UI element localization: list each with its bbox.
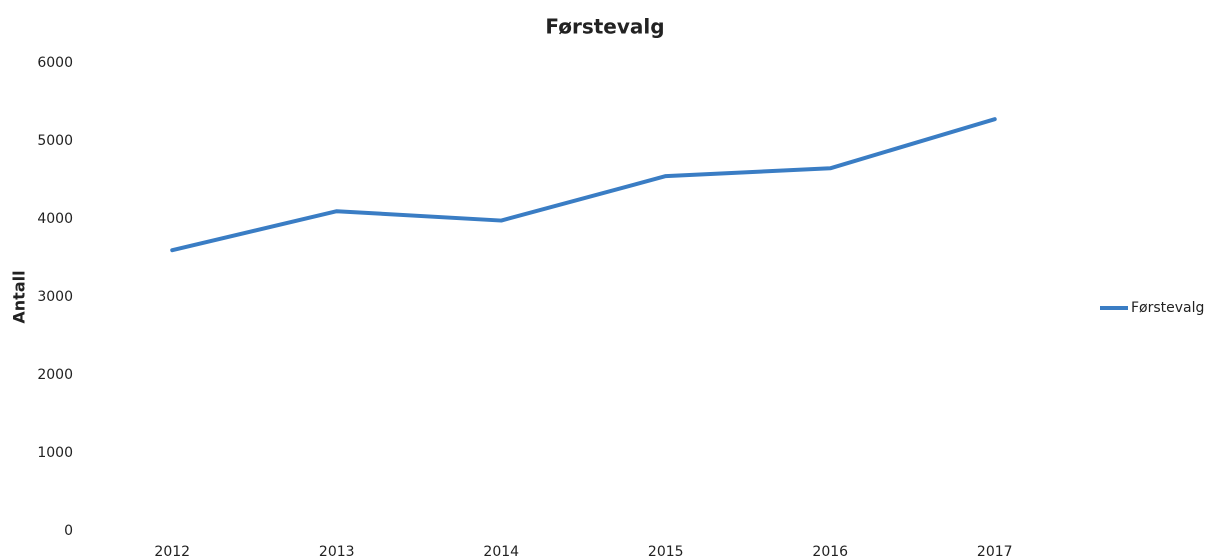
y-tick-label: 5000 [37,133,73,149]
x-tick-label: 2013 [319,544,355,560]
y-tick-label: 0 [64,523,73,539]
legend-label: Førstevalg [1131,300,1204,316]
x-tick-label: 2016 [812,544,848,560]
line-series [170,117,997,253]
y-axis-label: Antall [10,270,29,323]
x-tick-label: 2012 [154,544,190,560]
x-tick-label: 2014 [483,544,519,560]
x-tick-label: 2017 [977,544,1013,560]
chart-title: Førstevalg [545,15,664,39]
y-tick-label: 1000 [37,445,73,461]
x-tick-label: 2015 [648,544,684,560]
y-tick-label: 4000 [37,211,73,227]
y-tick-label: 2000 [37,367,73,383]
y-tick-label: 3000 [37,289,73,305]
y-tick-label: 6000 [37,55,73,71]
